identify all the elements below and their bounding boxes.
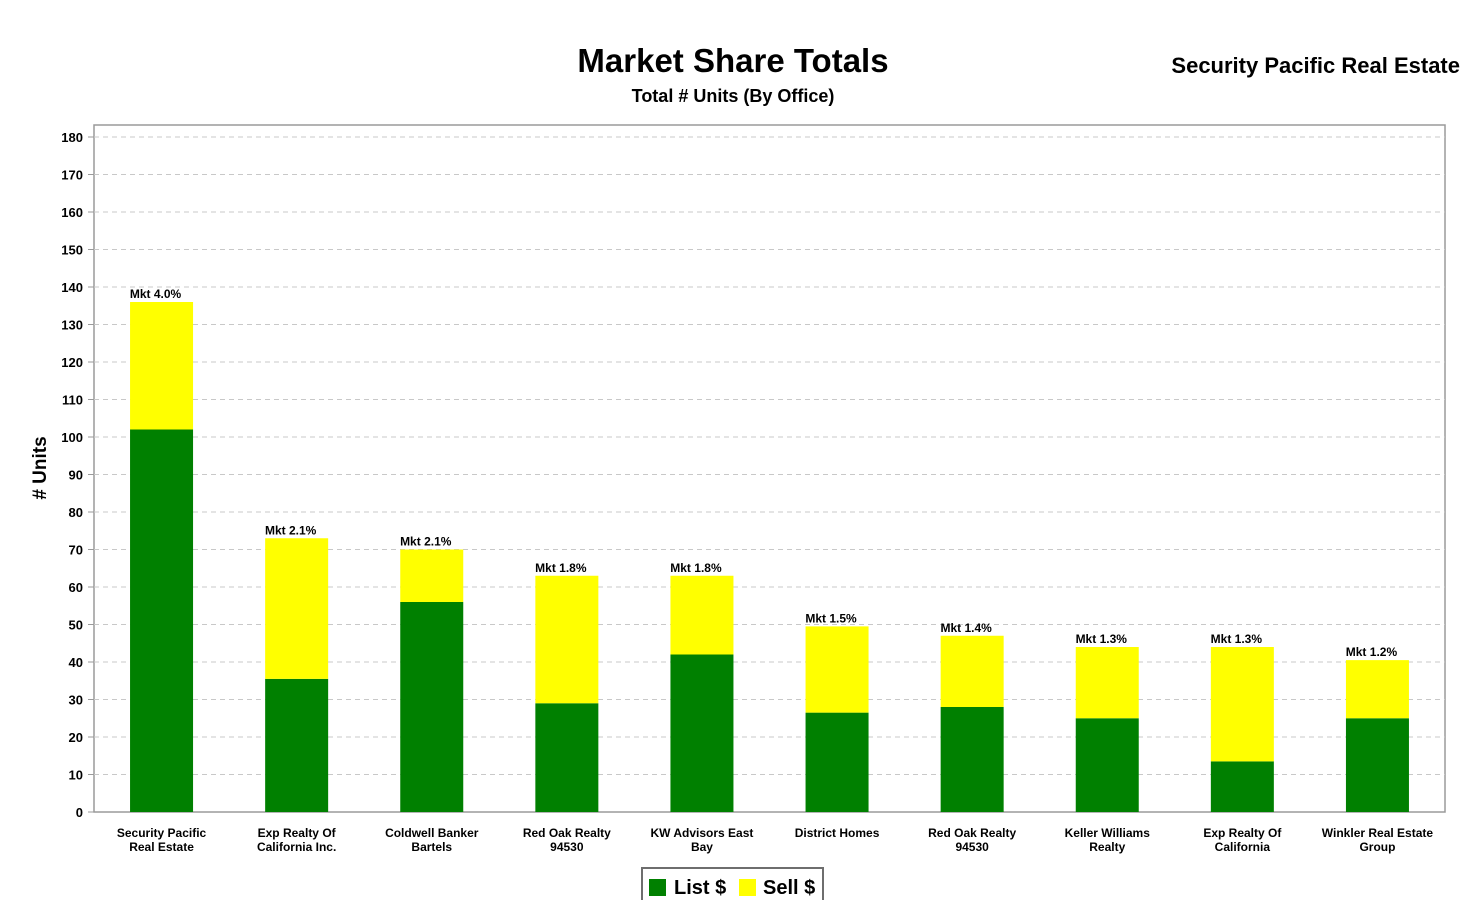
x-tick-label-line: Realty	[1089, 840, 1125, 854]
bar-list-7	[1075, 718, 1139, 812]
legend-swatch-list	[649, 879, 666, 896]
x-tick-label-line: Real Estate	[129, 840, 194, 854]
market-share-label: Mkt 2.1%	[400, 535, 452, 549]
y-tick-label: 20	[69, 730, 83, 745]
x-tick-label-line: Coldwell Banker	[385, 826, 479, 840]
market-share-label: Mkt 1.4%	[940, 621, 992, 635]
market-share-label: Mkt 1.2%	[1346, 645, 1398, 659]
bar-sell-7	[1075, 647, 1139, 719]
bar-sell-5	[805, 626, 869, 713]
y-tick-label: 0	[76, 805, 83, 820]
legend-label-sell: Sell $	[763, 877, 815, 899]
market-share-label: Mkt 1.3%	[1076, 632, 1128, 646]
y-tick-label: 150	[61, 243, 83, 258]
y-tick-label: 50	[69, 618, 83, 633]
y-tick-label: 130	[61, 318, 83, 333]
bar-sell-0	[130, 302, 194, 430]
bar-sell-1	[265, 538, 329, 679]
x-tick-label: Coldwell Banker Bartels	[385, 826, 479, 854]
y-tick-label: 170	[61, 168, 83, 183]
bar-list-1	[265, 678, 329, 812]
y-tick-label: 80	[69, 505, 83, 520]
market-share-label: Mkt 1.8%	[670, 561, 722, 575]
x-tick-label-line: Group	[1359, 840, 1395, 854]
bar-list-2	[400, 602, 464, 812]
x-tick-label: Exp Realty Of California	[1203, 826, 1282, 854]
market-share-label: Mkt 1.5%	[805, 611, 857, 625]
market-share-label: Mkt 2.1%	[265, 523, 317, 537]
x-tick-label-line: Red Oak Realty	[523, 826, 611, 840]
x-tick-label-line: Exp Realty Of	[258, 826, 337, 840]
bar-list-3	[535, 703, 599, 812]
y-tick-label: 70	[69, 543, 83, 558]
y-tick-label: 100	[61, 430, 83, 445]
x-tick-label: District Homes	[795, 826, 880, 840]
legend-frame	[641, 867, 824, 900]
x-tick-label: Winkler Real Estate Group	[1322, 826, 1434, 854]
bar-list-5	[805, 712, 869, 812]
x-tick-label-line: 94530	[550, 840, 584, 854]
x-tick-label-line: 94530	[955, 840, 989, 854]
bar-list-4	[670, 654, 734, 812]
y-tick-label: 160	[61, 205, 83, 220]
y-tick-label: 180	[61, 130, 83, 145]
y-tick-label: 90	[69, 468, 83, 483]
brand-label: Security Pacific Real Estate	[1171, 53, 1460, 78]
bar-sell-2	[400, 549, 464, 602]
market-share-label: Mkt 4.0%	[130, 287, 182, 301]
y-tick-label: 40	[69, 655, 83, 670]
y-tick-label: 110	[62, 393, 83, 408]
chart-subtitle: Total # Units (By Office)	[632, 86, 835, 106]
x-tick-label: Keller Williams Realty	[1065, 826, 1151, 854]
y-tick-label: 140	[61, 280, 83, 295]
bar-sell-3	[535, 575, 599, 704]
bar-sell-4	[670, 575, 734, 655]
chart-title: Market Share Totals	[577, 42, 888, 79]
x-tick-label: Red Oak Realty 94530	[928, 826, 1016, 854]
x-tick-label-line: Exp Realty Of	[1203, 826, 1282, 840]
x-tick-label: Exp Realty Of California Inc.	[257, 826, 337, 854]
x-tick-label-line: California Inc.	[257, 840, 336, 854]
bar-list-0	[130, 429, 194, 812]
x-tick-label-line: Bartels	[411, 840, 452, 854]
bar-list-9	[1345, 718, 1409, 812]
legend-label-list: List $	[674, 877, 726, 899]
x-tick-label-line: District Homes	[795, 826, 880, 840]
y-tick-label: 60	[69, 580, 83, 595]
y-axis-ticks: 0 10 20 30 40 50 60 70 80 90 100 110 120 130 140 150 160…	[61, 130, 94, 820]
y-tick-label: 30	[69, 693, 83, 708]
legend-swatch-sell	[739, 879, 756, 896]
x-tick-label-line: California	[1215, 840, 1271, 854]
plot-area-frame	[93, 124, 1446, 813]
x-tick-label-line: Winkler Real Estate	[1322, 826, 1434, 840]
y-tick-label: 120	[61, 355, 83, 370]
legend: List $ Sell $	[641, 867, 824, 900]
x-tick-label-line: Red Oak Realty	[928, 826, 1016, 840]
market-share-label: Mkt 1.3%	[1211, 632, 1263, 646]
x-tick-label-line: KW Advisors East	[650, 826, 753, 840]
x-tick-label-line: Bay	[691, 840, 713, 854]
x-tick-label: Red Oak Realty 94530	[523, 826, 611, 854]
bar-sell-6	[940, 635, 1004, 707]
x-tick-label-line: Keller Williams	[1065, 826, 1151, 840]
bar-sell-8	[1210, 647, 1274, 762]
y-axis-label: # Units	[30, 436, 51, 499]
market-share-label: Mkt 1.8%	[535, 561, 587, 575]
bar-sell-9	[1345, 660, 1409, 719]
x-tick-label: KW Advisors East Bay	[650, 826, 753, 854]
bar-list-8	[1210, 761, 1274, 812]
x-tick-label: Security Pacific Real Estate	[117, 826, 207, 854]
x-tick-label-line: Security Pacific	[117, 826, 207, 840]
bars: Mkt 4.0% Mkt 2.1% Mkt 2.1% Mkt 1.8% Mkt 1.8%…	[130, 287, 1409, 812]
x-axis-ticks: Security Pacific Real Estate Exp Realty Of…	[117, 826, 1434, 854]
bar-list-6	[940, 707, 1004, 812]
y-tick-label: 10	[69, 768, 83, 783]
